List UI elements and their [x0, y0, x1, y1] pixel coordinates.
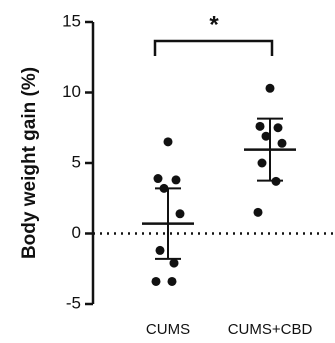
data-point — [255, 121, 265, 131]
x-tick-label: CUMS+CBD — [228, 321, 313, 338]
data-point — [261, 131, 271, 141]
data-point — [155, 245, 165, 255]
data-point — [167, 276, 177, 286]
data-point — [277, 138, 287, 148]
data-point — [265, 83, 275, 93]
y-tick-label: 0 — [72, 223, 81, 242]
data-point — [273, 123, 283, 133]
data-point — [253, 207, 263, 217]
significance-label: * — [209, 11, 219, 38]
data-point — [257, 158, 267, 168]
y-tick-label: 10 — [62, 82, 81, 101]
significance-bracket — [153, 39, 274, 56]
y-tick-label: -5 — [66, 293, 81, 312]
data-point — [151, 276, 161, 286]
data-point — [175, 209, 185, 219]
data-point — [153, 174, 163, 184]
y-tick-label: 5 — [72, 152, 81, 171]
data-point — [169, 258, 179, 268]
x-tick-label: CUMS — [146, 321, 190, 338]
y-axis-label: Body weight gain (%) — [19, 67, 40, 259]
data-point — [163, 137, 173, 147]
y-tick-label: 15 — [62, 11, 81, 30]
data-point — [171, 175, 181, 185]
